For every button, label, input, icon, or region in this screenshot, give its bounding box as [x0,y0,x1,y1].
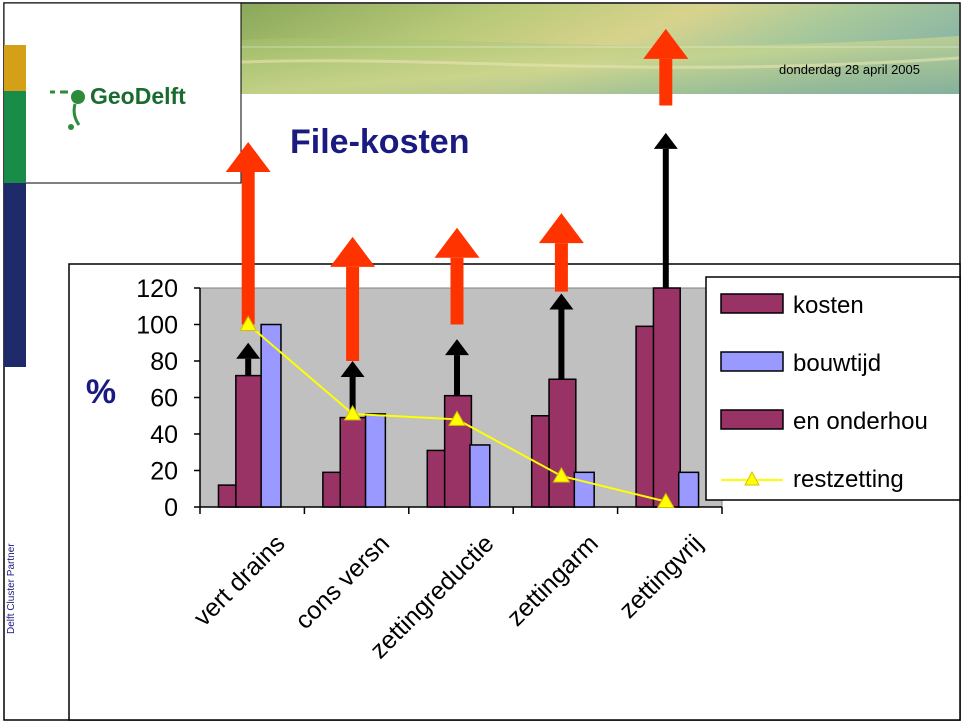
point-restzetting-0 [239,315,258,331]
red-arrow-2-head [434,227,480,258]
y-tick-label: 80 [150,348,178,376]
point-restzetting-3 [552,466,571,483]
legend-marker-restzetting [744,470,760,486]
bar-bouwtijd-4 [677,471,700,508]
bar-en-onderhou-4 [652,287,681,508]
legend-label-kosten: kosten [793,292,864,319]
y-tick-label: 40 [150,421,178,449]
red-arrow-4-head [643,28,689,59]
legend-swatch-kosten [720,293,784,314]
side-label: Delft Cluster Partner [6,543,17,634]
bar-bouwtijd-3 [573,471,595,508]
bar-en-onderhou-3 [548,378,577,508]
bar-en-onderhou-0 [235,374,264,508]
slide-title: File-kosten [290,123,469,161]
black-arrow-2-head [445,339,469,356]
black-arrow-0-head [236,342,261,359]
legend: kosten bouwtijd en onderhou restzetting [705,276,961,501]
y-tick-label: 60 [150,385,178,413]
bar-bouwtijd-2 [469,444,491,508]
legend-box [705,276,961,501]
logo-box [3,2,242,184]
legend-swatch-onderhoud [720,409,784,430]
y-axis-label: % [86,373,116,411]
red-arrow-3-head [538,213,584,244]
black-arrow-3-head [549,293,574,310]
black-arrow-1-head [340,361,365,377]
y-tick-label: 120 [136,275,178,303]
y-tick-label: 100 [136,312,178,340]
red-arrow-1-head [330,236,376,267]
header-date: donderdag 28 april 2005 [779,62,920,77]
side-bar-orange [4,45,26,91]
black-arrow-4-head [653,132,678,149]
y-tick-label: 20 [150,458,178,486]
bar-bouwtijd-0 [260,323,282,508]
header-banner [240,4,960,94]
point-restzetting-2 [448,410,466,426]
legend-label-bouwtijd: bouwtijd [793,350,881,377]
red-arrow-0-head [225,142,271,172]
legend-swatch-bouwtijd [720,351,784,372]
point-restzetting-1 [343,404,362,421]
legend-label-restzetting: restzetting [793,466,904,493]
legend-label-onderhoud: en onderhou [793,408,928,435]
logo-text: GeoDelft [90,83,186,109]
y-tick-label: 0 [164,494,178,522]
bar-en-onderhou-1 [339,416,368,508]
bar-bouwtijd-1 [364,413,387,508]
geodelft-logo-icon [50,90,85,130]
side-bar-green [4,91,26,183]
point-restzetting-4 [656,492,675,509]
side-bar-navy [4,183,26,367]
